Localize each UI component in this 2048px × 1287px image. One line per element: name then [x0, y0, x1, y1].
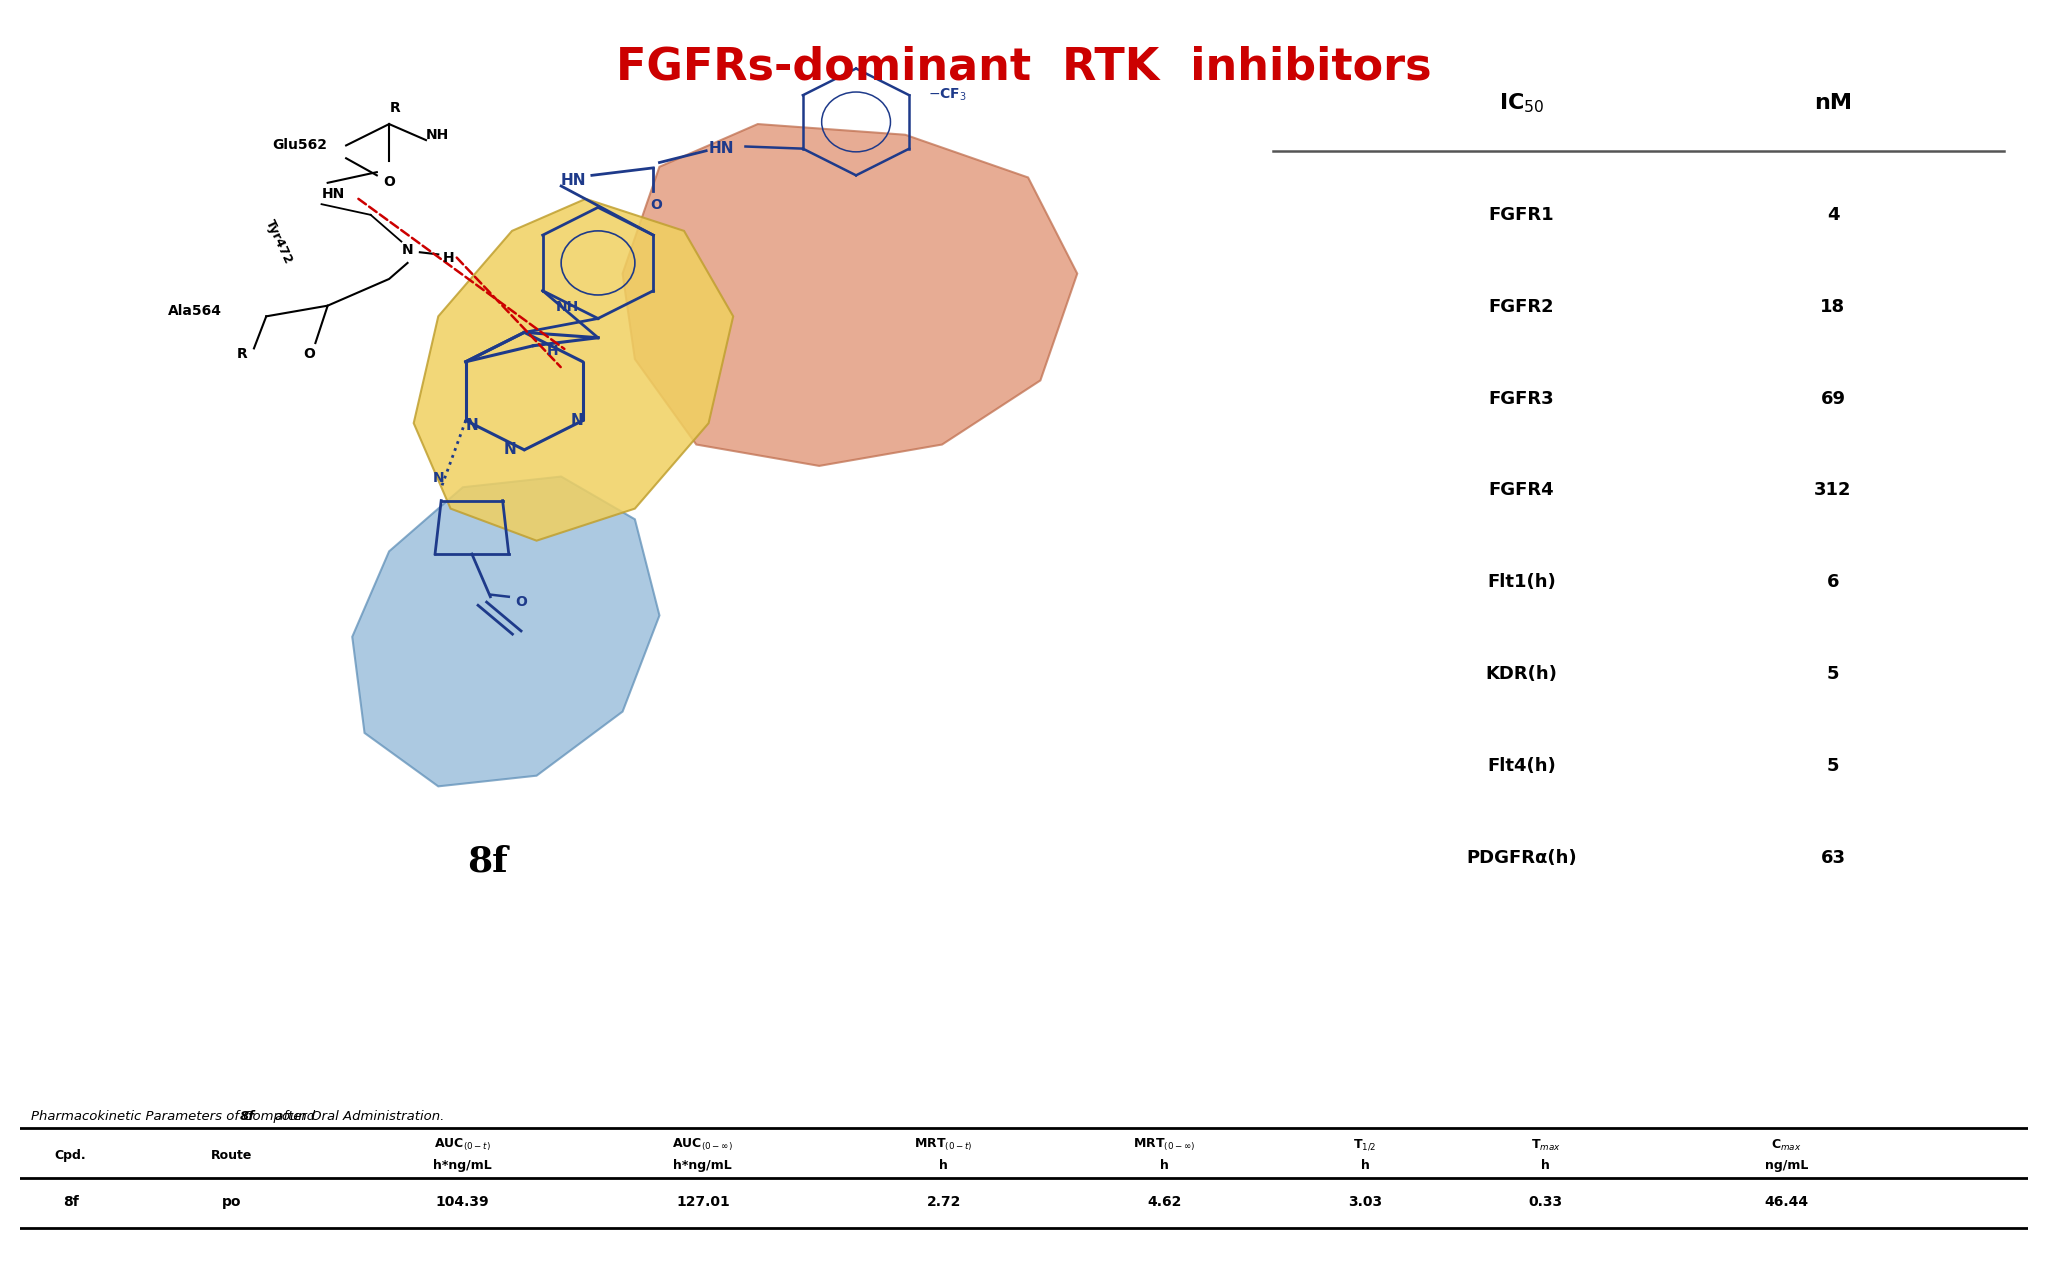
Text: Ala564: Ala564: [168, 304, 221, 318]
Text: FGFR4: FGFR4: [1489, 481, 1554, 499]
Text: AUC$_{(0-t)}$: AUC$_{(0-t)}$: [434, 1136, 492, 1153]
Text: N: N: [465, 418, 479, 434]
Text: Glu562: Glu562: [272, 139, 328, 152]
Text: O: O: [514, 595, 526, 609]
Text: h*ng/mL: h*ng/mL: [674, 1160, 733, 1172]
Text: FGFR3: FGFR3: [1489, 390, 1554, 408]
Text: N: N: [401, 243, 414, 257]
Text: PDGFRα(h): PDGFRα(h): [1466, 849, 1577, 867]
Text: HN: HN: [322, 187, 346, 201]
Text: 5: 5: [1827, 665, 1839, 683]
Text: R: R: [389, 102, 401, 115]
Text: HN: HN: [561, 174, 586, 188]
Text: Tyr472: Tyr472: [262, 218, 295, 266]
Text: NH: NH: [555, 300, 580, 314]
Text: h: h: [1159, 1160, 1169, 1172]
Text: R: R: [236, 346, 248, 360]
Text: 8f: 8f: [467, 844, 508, 878]
Text: Route: Route: [211, 1149, 252, 1162]
Text: MRT$_{(0-∞)}$: MRT$_{(0-∞)}$: [1133, 1136, 1196, 1153]
Text: h*ng/mL: h*ng/mL: [432, 1160, 492, 1172]
Text: 3.03: 3.03: [1348, 1196, 1382, 1210]
Text: 0.33: 0.33: [1528, 1196, 1563, 1210]
Text: h: h: [1360, 1160, 1370, 1172]
Text: T$_{max}$: T$_{max}$: [1532, 1138, 1561, 1153]
Text: N: N: [569, 413, 584, 429]
Text: 2.72: 2.72: [926, 1196, 961, 1210]
Text: O: O: [649, 198, 662, 212]
Text: IC$_{50}$: IC$_{50}$: [1499, 91, 1544, 115]
Text: FGFR1: FGFR1: [1489, 206, 1554, 224]
Text: 46.44: 46.44: [1765, 1196, 1808, 1210]
Text: nM: nM: [1815, 93, 1851, 113]
Text: h: h: [1542, 1160, 1550, 1172]
Text: Pharmacokinetic Parameters of Compound: Pharmacokinetic Parameters of Compound: [31, 1111, 319, 1124]
Text: NH: NH: [426, 127, 449, 142]
Text: 312: 312: [1815, 481, 1851, 499]
Polygon shape: [352, 476, 659, 786]
Text: Flt4(h): Flt4(h): [1487, 757, 1556, 775]
Text: H: H: [442, 251, 455, 265]
Text: FGFRs-dominant  RTK  inhibitors: FGFRs-dominant RTK inhibitors: [616, 45, 1432, 88]
Text: Cpd.: Cpd.: [55, 1149, 86, 1162]
Text: 18: 18: [1821, 297, 1845, 315]
Text: ng/mL: ng/mL: [1765, 1160, 1808, 1172]
Text: N: N: [432, 471, 444, 485]
Text: 4: 4: [1827, 206, 1839, 224]
Polygon shape: [623, 124, 1077, 466]
Text: 6: 6: [1827, 573, 1839, 591]
Text: 5: 5: [1827, 757, 1839, 775]
Text: 8f: 8f: [240, 1111, 254, 1124]
Polygon shape: [414, 199, 733, 541]
Text: after Oral Administration.: after Oral Administration.: [270, 1111, 444, 1124]
Text: MRT$_{(0-t)}$: MRT$_{(0-t)}$: [915, 1136, 973, 1153]
Text: KDR(h): KDR(h): [1485, 665, 1559, 683]
Text: H: H: [547, 344, 557, 358]
Text: 8f: 8f: [63, 1196, 78, 1210]
Text: h: h: [940, 1160, 948, 1172]
Text: FGFR2: FGFR2: [1489, 297, 1554, 315]
Text: 69: 69: [1821, 390, 1845, 408]
Text: T$_{1/2}$: T$_{1/2}$: [1354, 1138, 1376, 1152]
Text: O: O: [383, 175, 395, 189]
Text: 4.62: 4.62: [1147, 1196, 1182, 1210]
Text: Flt1(h): Flt1(h): [1487, 573, 1556, 591]
Text: C$_{max}$: C$_{max}$: [1772, 1138, 1802, 1153]
Text: N: N: [504, 443, 516, 457]
Text: AUC$_{(0-∞)}$: AUC$_{(0-∞)}$: [672, 1136, 733, 1153]
Text: 104.39: 104.39: [436, 1196, 489, 1210]
Text: HN: HN: [709, 142, 733, 156]
Text: O: O: [303, 346, 315, 360]
Text: 127.01: 127.01: [676, 1196, 729, 1210]
Text: $-$CF$_3$: $-$CF$_3$: [928, 88, 967, 103]
Text: 63: 63: [1821, 849, 1845, 867]
Text: po: po: [221, 1196, 242, 1210]
